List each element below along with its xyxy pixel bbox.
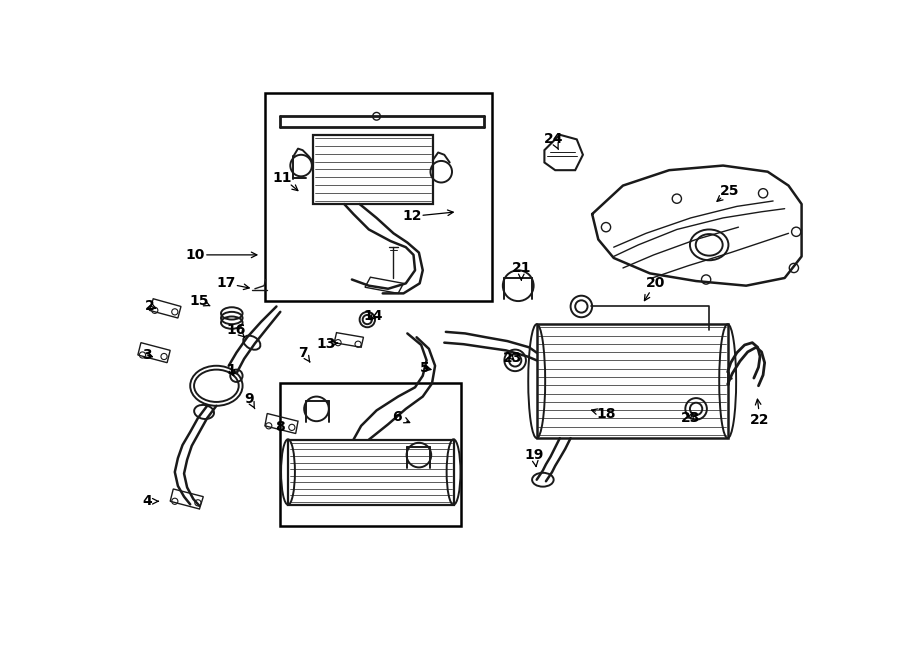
Text: 19: 19 — [525, 448, 544, 462]
Text: 16: 16 — [227, 323, 246, 336]
Text: 4: 4 — [142, 494, 152, 508]
Text: 8: 8 — [275, 420, 285, 434]
Text: 22: 22 — [751, 412, 770, 426]
Text: 20: 20 — [645, 276, 665, 290]
Text: 18: 18 — [597, 407, 616, 421]
Text: 6: 6 — [392, 410, 401, 424]
Bar — [280, 383, 461, 526]
Text: 10: 10 — [186, 248, 205, 262]
Text: 1: 1 — [227, 364, 237, 377]
Text: 7: 7 — [299, 346, 308, 360]
Text: 2: 2 — [145, 299, 155, 313]
Bar — [313, 135, 433, 204]
Text: 5: 5 — [419, 361, 429, 375]
Text: 21: 21 — [511, 261, 531, 275]
Text: 14: 14 — [364, 309, 383, 323]
Text: 17: 17 — [217, 276, 236, 290]
Text: 15: 15 — [190, 294, 209, 308]
Text: 9: 9 — [245, 392, 255, 406]
Text: 13: 13 — [317, 337, 337, 351]
Text: 23: 23 — [502, 351, 522, 365]
Text: 3: 3 — [142, 348, 152, 362]
Text: 24: 24 — [544, 132, 563, 146]
Text: 25: 25 — [719, 184, 739, 198]
Bar — [265, 93, 492, 301]
Bar — [288, 440, 454, 505]
Text: 12: 12 — [402, 210, 422, 223]
Bar — [536, 324, 728, 438]
Text: 11: 11 — [273, 171, 292, 185]
Text: 23: 23 — [681, 411, 700, 425]
